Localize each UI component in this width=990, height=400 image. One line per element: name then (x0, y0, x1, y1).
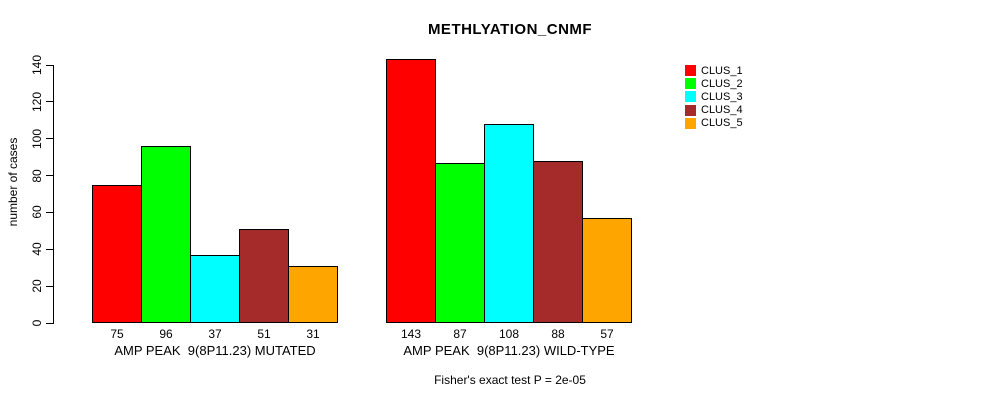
bar-value-label: 88 (551, 327, 565, 341)
legend-swatch-icon (685, 78, 696, 90)
group-label: AMP PEAK 9(8P11.23) WILD-TYPE (403, 343, 615, 358)
fisher-test-annotation: Fisher's exact test P = 2e-05 (434, 373, 586, 387)
bar-clus_2-group2 (435, 162, 485, 323)
legend-label: CLUS_3 (701, 90, 743, 103)
y-tick-label: 140 (30, 54, 44, 76)
legend: CLUS_1 CLUS_2 CLUS_3 CLUS_4 CLUS_5 (685, 64, 743, 130)
y-tick-label: 0 (30, 319, 44, 327)
bar-clus_3-group2 (484, 123, 534, 323)
legend-swatch-icon (685, 91, 696, 103)
y-tick-label: 120 (30, 91, 44, 112)
y-tick-mark (46, 248, 53, 250)
y-tick-mark (46, 211, 53, 213)
chart-title: METHLYATION_CNMF (427, 21, 593, 38)
bar-clus_4-group1 (239, 229, 289, 323)
y-tick-mark (46, 322, 53, 324)
bar-clus_5-group2 (582, 217, 632, 323)
bar-clus_1-group1 (92, 184, 142, 323)
bar-value-label: 31 (306, 327, 320, 341)
group-label: AMP PEAK 9(8P11.23) MUTATED (114, 343, 316, 358)
bar-clus_1-group2 (386, 59, 436, 323)
bar-clus_2-group1 (141, 146, 191, 323)
bar-value-label: 75 (110, 327, 124, 341)
legend-item: CLUS_3 (685, 90, 743, 103)
y-tick-mark (46, 138, 53, 140)
legend-swatch-icon (685, 65, 696, 77)
y-axis-title: number of cases (6, 137, 20, 227)
bar-clus_4-group2 (533, 160, 583, 323)
bar-value-label: 96 (159, 327, 173, 341)
legend-item: CLUS_1 (685, 64, 743, 77)
legend-swatch-icon (685, 117, 696, 129)
bar-value-label: 143 (400, 327, 422, 341)
legend-label: CLUS_5 (701, 117, 743, 130)
legend-label: CLUS_2 (701, 77, 743, 90)
y-tick-label: 60 (30, 205, 44, 220)
y-tick-label: 80 (30, 168, 44, 183)
y-tick-mark (46, 64, 53, 66)
y-tick-label: 40 (30, 242, 44, 256)
bar-value-label: 87 (453, 327, 467, 341)
y-tick-mark (46, 175, 53, 177)
bar-clus_3-group1 (190, 254, 240, 323)
bar-value-label: 37 (208, 327, 222, 341)
legend-swatch-icon (685, 104, 696, 116)
legend-item: CLUS_4 (685, 104, 743, 117)
bar-value-label: 57 (600, 327, 614, 341)
y-tick-label: 20 (30, 279, 44, 293)
bar-value-label: 51 (257, 327, 271, 341)
y-axis-line (53, 65, 54, 324)
legend-item: CLUS_5 (685, 117, 743, 130)
y-tick-mark (46, 101, 53, 103)
bar-clus_5-group1 (288, 265, 338, 323)
legend-label: CLUS_1 (701, 64, 743, 77)
bar-value-label: 108 (498, 327, 520, 341)
legend-item: CLUS_2 (685, 77, 743, 90)
legend-label: CLUS_4 (701, 104, 743, 117)
y-tick-label: 100 (30, 128, 44, 149)
y-tick-mark (46, 285, 53, 287)
